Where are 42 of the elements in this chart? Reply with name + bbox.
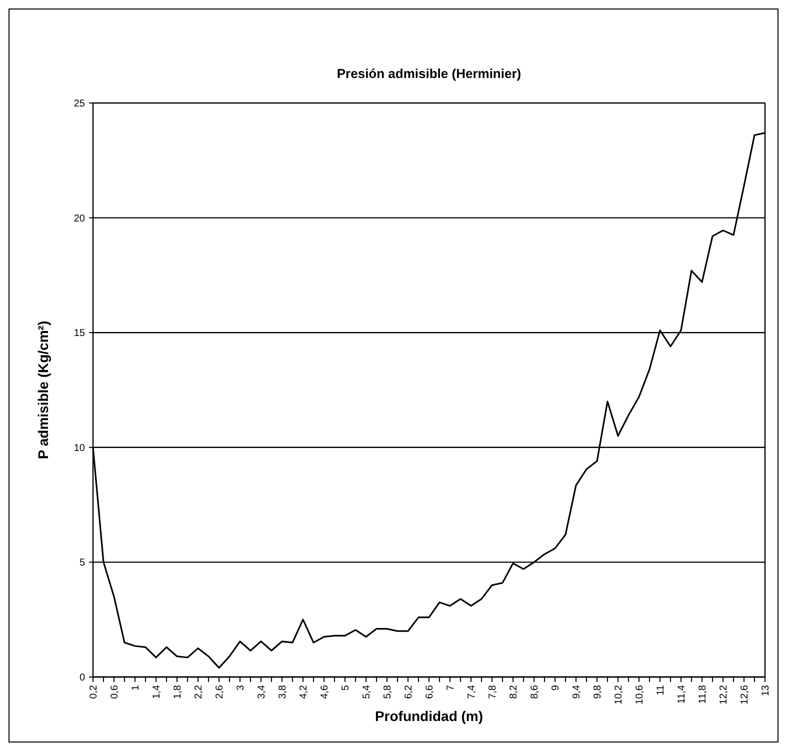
x-tick-label: 2,2 (194, 684, 204, 699)
x-tick-label: 8,6 (530, 684, 540, 699)
y-tick-label: 10 (74, 442, 86, 454)
x-tick-label: 1,4 (152, 684, 162, 699)
x-tick-label: 7,8 (488, 684, 498, 699)
y-tick-label: 25 (74, 98, 86, 110)
x-tick-label: 3,8 (278, 684, 288, 699)
x-tick-label: 10,2 (614, 684, 624, 704)
x-tick-label: 1,8 (172, 684, 184, 699)
x-tick-label: 1 (130, 684, 142, 691)
x-tick-label: 4,6 (320, 684, 330, 699)
x-tick-label: 9,4 (572, 684, 582, 699)
x-tick-label: 5 (340, 684, 352, 691)
x-tick-label: 5,8 (382, 684, 394, 699)
x-tick-label: 11 (656, 684, 666, 696)
x-tick-label: 6,2 (404, 684, 414, 699)
x-tick-label: 6,6 (424, 684, 436, 699)
x-tick-label: 10,6 (634, 684, 646, 704)
x-tick-label: 8,2 (508, 684, 520, 699)
x-tick-label: 11,8 (698, 684, 708, 704)
x-tick-label: 0,6 (110, 684, 120, 699)
x-tick-label: 12,6 (740, 684, 750, 704)
x-tick-label: 9 (550, 684, 562, 691)
y-axis-title: P admisible (Kg/cm²) (35, 320, 51, 460)
x-tick-label: 5,4 (362, 684, 372, 699)
y-tick-label: 5 (79, 558, 86, 569)
x-tick-label: 12,2 (718, 684, 730, 704)
x-tick-label: 13 (760, 684, 772, 696)
x-tick-label: 4,2 (298, 684, 310, 699)
y-tick-label: 15 (74, 328, 86, 340)
y-tick-label: 0 (79, 672, 86, 684)
x-tick-label: 7,4 (466, 684, 478, 699)
x-tick-label: 2,6 (214, 684, 226, 699)
x-tick-label: 3 (236, 684, 246, 691)
x-tick-label: 11,4 (676, 684, 688, 704)
x-tick-label: 0,2 (88, 684, 100, 699)
x-tick-label: 9,8 (592, 684, 604, 699)
chart-title: Presión admisible (Herminier) (336, 66, 522, 81)
x-axis-title: Profundidad (m) (374, 708, 484, 724)
x-tick-label: 3,4 (256, 684, 268, 699)
y-tick-label: 20 (74, 213, 86, 224)
x-tick-label: 7 (446, 684, 456, 691)
